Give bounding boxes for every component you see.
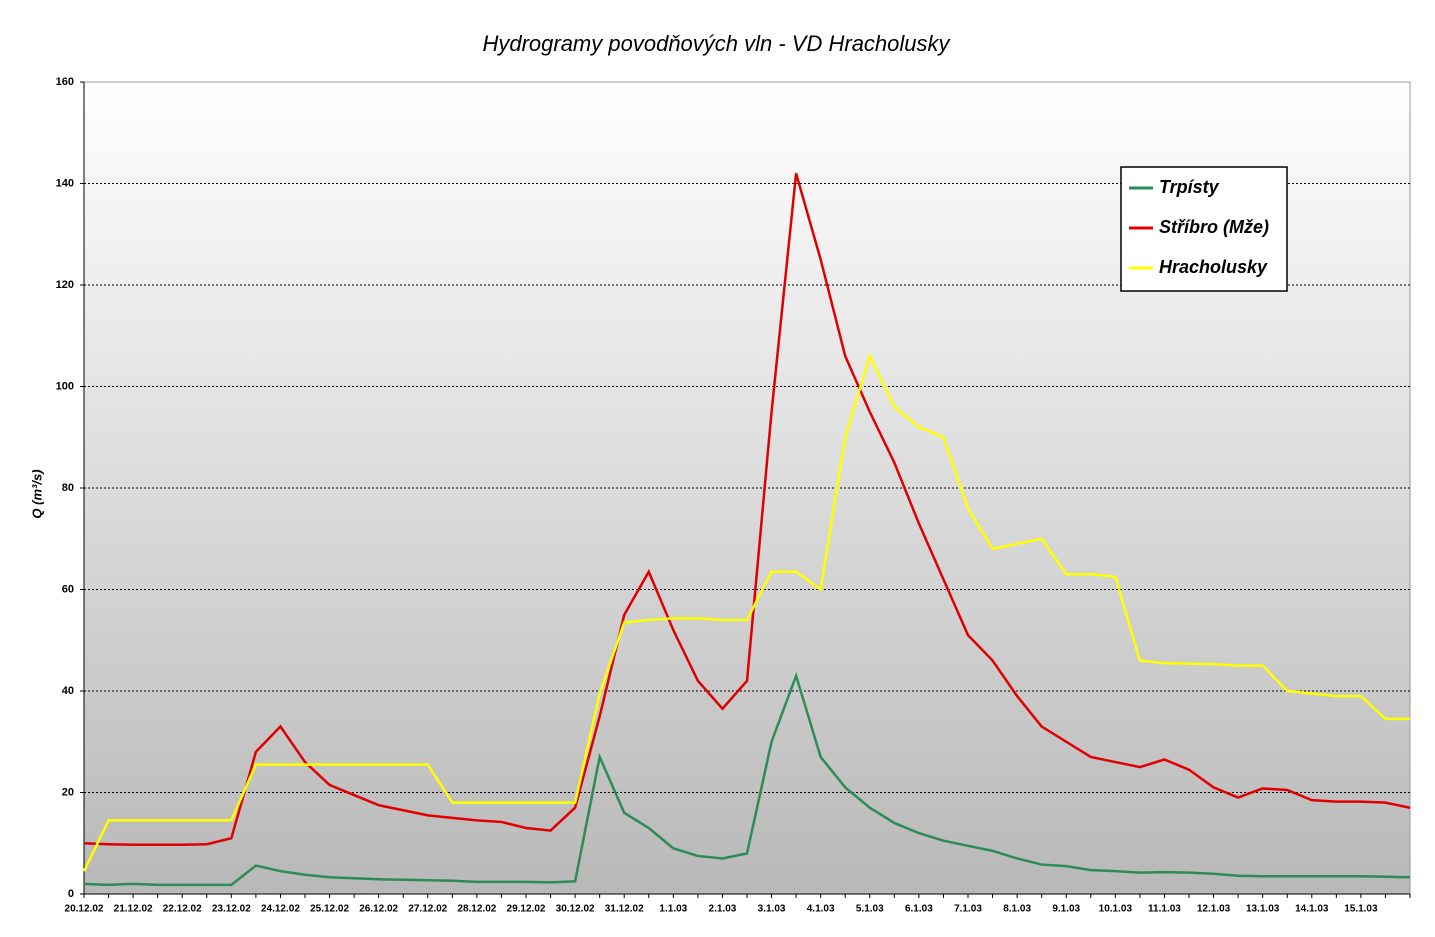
y-tick-label: 20 <box>62 786 74 798</box>
x-tick-label: 29.12.02 <box>507 904 546 915</box>
x-tick-label: 5.1.03 <box>856 904 884 915</box>
legend-label: Trpísty <box>1159 177 1220 197</box>
x-tick-label: 6.1.03 <box>905 904 933 915</box>
x-tick-label: 9.1.03 <box>1052 904 1080 915</box>
y-tick-label: 140 <box>56 177 74 189</box>
x-tick-label: 11.1.03 <box>1148 904 1181 915</box>
series-line <box>83 173 1411 847</box>
series-line <box>82 352 1410 872</box>
x-tick-label: 10.1.03 <box>1099 904 1133 915</box>
x-tick-label: 2.1.03 <box>709 904 737 915</box>
x-tick-label: 28.12.02 <box>457 904 496 915</box>
x-tick-label: 12.1.03 <box>1197 904 1231 915</box>
x-tick-label: 30.12.02 <box>556 904 595 915</box>
y-tick-label: 60 <box>62 583 74 595</box>
x-tick-label: 22.12.02 <box>163 904 202 915</box>
x-tick-label: 4.1.03 <box>807 904 835 915</box>
y-tick-label: 100 <box>56 380 74 392</box>
y-axis-label: Q (m³/s) <box>29 469 44 518</box>
legend-label: Stříbro (Mže) <box>1159 217 1269 237</box>
x-tick-label: 26.12.02 <box>359 904 398 915</box>
y-tick-label: 40 <box>62 685 74 697</box>
x-tick-label: 20.12.02 <box>65 904 104 915</box>
x-tick-label: 25.12.02 <box>310 904 349 915</box>
x-tick-label: 31.12.02 <box>605 904 644 915</box>
x-tick-label: 23.12.02 <box>212 904 251 915</box>
x-tick-label: 24.12.02 <box>261 904 300 915</box>
y-tick-label: 80 <box>62 482 74 494</box>
x-tick-label: 13.1.03 <box>1246 904 1280 915</box>
x-tick-label: 14.1.03 <box>1295 904 1329 915</box>
series-line <box>83 671 1411 887</box>
x-tick-label: 3.1.03 <box>758 904 786 915</box>
x-tick-label: 1.1.03 <box>659 904 687 915</box>
y-tick-label: 120 <box>56 279 74 291</box>
x-tick-label: 27.12.02 <box>408 904 447 915</box>
legend-label: Hracholusky <box>1159 257 1268 277</box>
y-tick-label: 0 <box>68 888 74 900</box>
chart-title: Hydrogramy povodňových vln - VD Hracholu… <box>482 31 951 56</box>
x-tick-label: 15.1.03 <box>1344 904 1378 915</box>
x-tick-label: 7.1.03 <box>954 904 982 915</box>
x-tick-label: 8.1.03 <box>1003 904 1031 915</box>
x-tick-label: 21.12.02 <box>114 904 153 915</box>
y-tick-label: 160 <box>56 76 74 88</box>
